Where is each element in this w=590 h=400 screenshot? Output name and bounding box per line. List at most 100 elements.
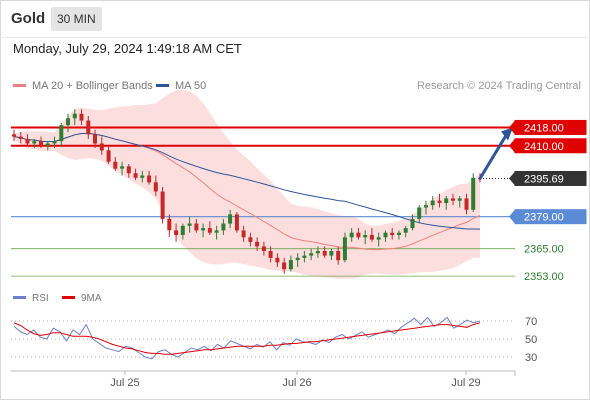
- legend-item-rsi: RSI: [13, 293, 49, 304]
- candle-body: [288, 260, 293, 270]
- candle-body: [32, 141, 37, 144]
- candle-body: [187, 223, 192, 226]
- legend-label-rsi: RSI: [32, 293, 49, 304]
- price-tag-2379.00-text: 2379.00: [524, 212, 564, 224]
- price-tag-last-text: 2395.69: [524, 173, 564, 185]
- candle-body: [147, 175, 152, 183]
- candle-body: [410, 218, 415, 229]
- candle-body: [194, 223, 199, 231]
- candle-body: [424, 205, 428, 208]
- symbol-label: Gold: [11, 10, 46, 27]
- price-tag-2365.00: 2365.00: [524, 244, 564, 256]
- candle-body: [221, 223, 226, 231]
- candle-body: [72, 113, 77, 119]
- rsi-tick-30: 30: [525, 352, 537, 364]
- candle-body: [302, 255, 307, 258]
- price-tag-2410.00-text: 2410.00: [524, 141, 564, 153]
- candle-body: [268, 251, 273, 258]
- candle-body: [397, 232, 401, 235]
- legend-item-ma20: MA 20 + Bollinger Bands: [13, 80, 153, 92]
- x-tick-label: Jul 29: [451, 377, 480, 389]
- candle-body: [174, 230, 179, 235]
- candle-body: [295, 257, 300, 261]
- candle-body: [261, 246, 266, 251]
- candle-body: [255, 241, 260, 247]
- ma50-line: [13, 133, 481, 230]
- x-tick-label: Jul 25: [110, 377, 139, 389]
- ma20-swatch: [13, 83, 26, 87]
- ma50-swatch: [156, 83, 169, 87]
- candle-body: [403, 228, 408, 233]
- price-tag-2418.00-tip: [509, 120, 515, 135]
- candle-body: [39, 141, 43, 146]
- candle-body: [12, 134, 16, 137]
- candle-body: [241, 230, 246, 238]
- candle-body: [160, 191, 165, 219]
- candle-body: [133, 173, 138, 178]
- candle-body: [18, 136, 23, 139]
- candle-body: [201, 228, 206, 231]
- candle-body: [369, 235, 374, 240]
- candle-body: [126, 166, 131, 174]
- candle-body: [430, 200, 435, 206]
- legend-item-ma50: MA 50: [156, 80, 206, 92]
- candle-body: [228, 214, 233, 224]
- price-tag-2418.00-text: 2418.00: [524, 122, 564, 134]
- candle-body: [45, 143, 50, 146]
- candle-body: [376, 237, 381, 240]
- bollinger-band: [14, 90, 480, 279]
- candle-body: [234, 214, 239, 231]
- candle-body: [66, 118, 70, 126]
- candle-body: [153, 182, 158, 192]
- candle-body: [167, 218, 172, 231]
- timeframe-badge[interactable]: 30 MIN: [51, 7, 102, 31]
- legend-label-ma20: MA 20 + Bollinger Bands: [32, 80, 153, 92]
- candle-body: [140, 175, 145, 178]
- candle-body: [363, 235, 368, 238]
- candle-body: [59, 125, 64, 142]
- price-tag-2379.00: 2379.00: [509, 209, 587, 225]
- candle-body: [207, 228, 212, 233]
- price-tag-last: 2395.69: [509, 170, 587, 186]
- candle-body: [282, 262, 287, 270]
- candle-body: [356, 232, 361, 238]
- legend-item-9ma: 9MA: [62, 293, 102, 304]
- candle-body: [437, 200, 442, 203]
- price-tag-last-tip: [509, 171, 515, 186]
- price-tag-2379.00-tip: [509, 209, 515, 224]
- candle-body: [86, 120, 91, 135]
- header-bar: Gold 30 MIN: [0, 0, 590, 38]
- candle-body: [248, 237, 253, 242]
- candle-body: [444, 198, 449, 203]
- candle-body: [214, 230, 219, 233]
- x-tick-label: Jul 26: [282, 377, 311, 389]
- candle-body: [451, 198, 455, 201]
- rsi-tick-70: 70: [525, 316, 537, 328]
- forecast-arrow: [478, 133, 508, 180]
- candle-body: [349, 232, 354, 238]
- 9ma-swatch: [62, 295, 75, 299]
- candle-body: [275, 257, 280, 263]
- credit-label: Research © 2024 Trading Central: [416, 80, 581, 92]
- candle-body: [52, 141, 57, 144]
- datetime-label: Monday, July 29, 2024 1:49:18 AM CET: [13, 41, 242, 56]
- candle-body: [336, 251, 341, 261]
- rsi-swatch: [13, 295, 26, 299]
- price-tag-2418.00: 2418.00: [509, 119, 587, 135]
- candle-body: [342, 237, 347, 261]
- candle-body: [322, 251, 327, 256]
- candle-body: [471, 177, 476, 210]
- candle-body: [457, 198, 462, 201]
- candle-body: [93, 134, 97, 144]
- candle-body: [417, 207, 422, 219]
- candle-body: [329, 251, 334, 256]
- candle-body: [25, 138, 30, 144]
- candle-body: [180, 225, 185, 235]
- candle-body: [390, 232, 395, 235]
- candle-body: [106, 150, 111, 162]
- forecast-arrow-head: [501, 127, 513, 141]
- candle-body: [383, 232, 388, 238]
- candle-body: [120, 166, 125, 169]
